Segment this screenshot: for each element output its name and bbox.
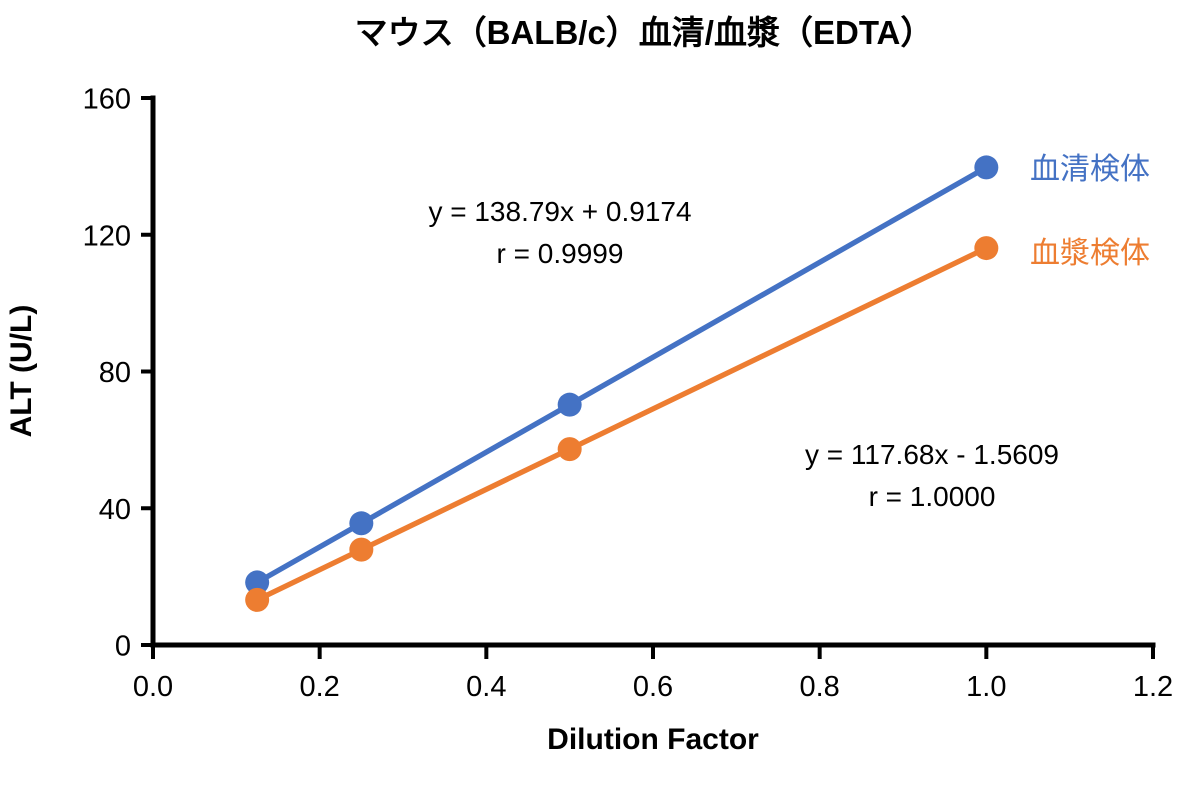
- x-tick-label: 1.2: [1133, 671, 1173, 703]
- x-tick-label: 0.8: [800, 671, 840, 703]
- x-tick-label: 1.0: [966, 671, 1006, 703]
- serum-series-label: 血清検体: [1030, 153, 1150, 186]
- data-point-series0-3: [974, 155, 999, 180]
- y-tick-label: 120: [83, 220, 131, 252]
- y-tick-label: 80: [99, 357, 131, 389]
- data-point-series0-2: [557, 392, 582, 417]
- x-tick-label: 0.4: [466, 671, 506, 703]
- serum-equation-text: y = 138.79x + 0.9174: [428, 196, 692, 227]
- data-point-series1-1: [349, 537, 374, 562]
- data-point-series1-3: [974, 236, 999, 261]
- chart-title: マウス（BALB/c）血清/血漿（EDTA）: [354, 14, 934, 51]
- series-line-0: [255, 165, 988, 585]
- data-point-series0-0: [245, 570, 270, 595]
- y-tick-label: 0: [115, 631, 131, 663]
- data-point-series0-1: [349, 511, 374, 536]
- x-tick-label: 0.6: [633, 671, 673, 703]
- y-axis-title: ALT (U/L): [5, 304, 38, 438]
- plasma-regression-annotation: y = 117.68x - 1.5609 r = 1.0000: [805, 434, 1059, 518]
- data-point-series1-2: [557, 437, 582, 462]
- x-axis-title: Dilution Factor: [547, 723, 759, 756]
- serum-regression-annotation: y = 138.79x + 0.9174 r = 0.9999: [428, 191, 691, 275]
- series-line-1: [256, 245, 988, 603]
- plasma-equation-text: y = 117.68x - 1.5609: [805, 439, 1059, 470]
- serum-r-value-text: r = 0.9999: [496, 238, 624, 269]
- plasma-series-label: 血漿検体: [1030, 237, 1150, 270]
- y-tick-label: 40: [99, 494, 131, 526]
- x-tick-label: 0.2: [300, 671, 340, 703]
- x-tick-label: 0.0: [133, 671, 173, 703]
- data-point-series1-0: [245, 587, 270, 612]
- y-tick-label: 160: [83, 84, 131, 116]
- plasma-r-value-text: r = 1.0000: [868, 481, 996, 512]
